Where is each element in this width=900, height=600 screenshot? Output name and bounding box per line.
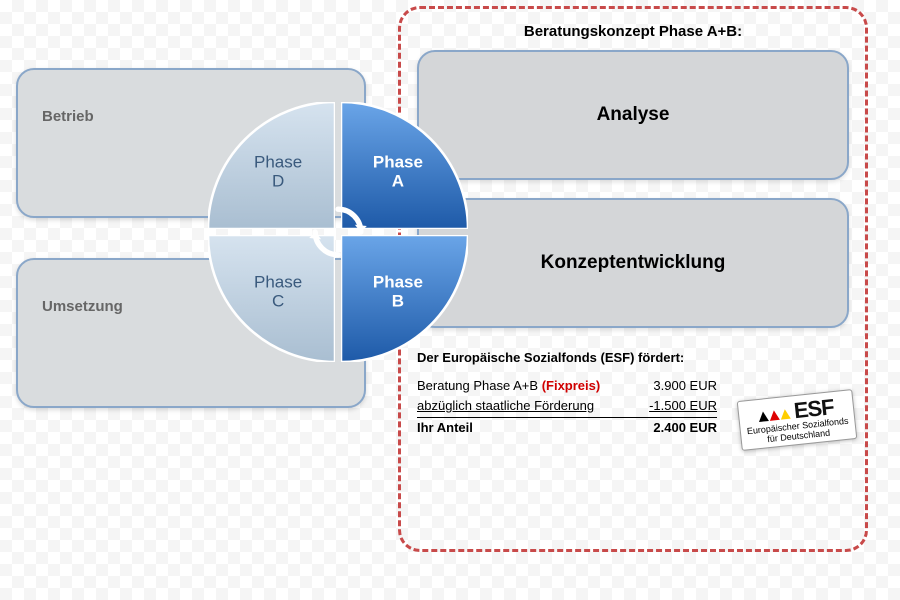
callout-phase-ab: Beratungskonzept Phase A+B: Analyse Konz… (398, 6, 868, 552)
funding-row-total: Ihr Anteil 2.400 EUR (417, 417, 717, 438)
funding-total-value: 2.400 EUR (653, 418, 717, 438)
funding-row-1-value: 3.900 EUR (653, 376, 717, 396)
panel-konzept: Konzeptentwicklung (417, 198, 849, 328)
funding-row-1-label: Beratung Phase A+B (Fixpreis) (417, 376, 600, 396)
funding-box: Der Europäische Sozialfonds (ESF) förder… (417, 348, 849, 439)
funding-total-label: Ihr Anteil (417, 418, 473, 438)
panel-analyse-label: Analyse (597, 104, 670, 126)
cycle-arrows-icon (308, 202, 368, 262)
funding-row-2: abzüglich staatliche Förderung -1.500 EU… (417, 396, 717, 416)
panel-betrieb-label: Betrieb (42, 108, 94, 125)
funding-heading: Der Europäische Sozialfonds (ESF) förder… (417, 348, 849, 368)
funding-row-1: Beratung Phase A+B (Fixpreis) 3.900 EUR (417, 376, 717, 396)
esf-logo: ESF Europäischer Sozialfonds für Deutsch… (737, 389, 858, 451)
panel-konzept-label: Konzeptentwicklung (541, 252, 726, 274)
callout-title: Beratungskonzept Phase A+B: (417, 23, 849, 40)
panel-analyse: Analyse (417, 50, 849, 180)
phase-hub: PhaseD PhaseA PhaseC PhaseB (208, 102, 468, 362)
funding-row-2-value: -1.500 EUR (649, 396, 717, 416)
panel-umsetzung-label: Umsetzung (42, 298, 123, 315)
funding-row-2-label: abzüglich staatliche Förderung (417, 396, 594, 416)
